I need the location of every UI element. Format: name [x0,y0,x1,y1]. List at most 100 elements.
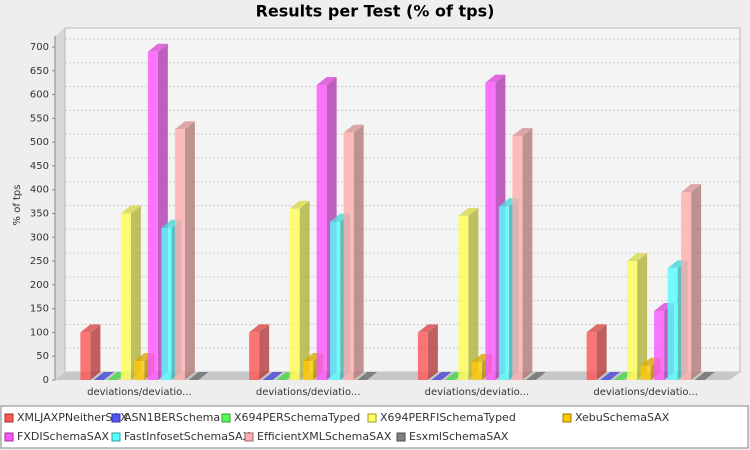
bar-top [431,372,452,380]
bar [262,372,283,380]
bar [417,324,438,380]
bar-front [654,311,665,380]
bar-front [417,332,428,380]
bar-top [174,121,195,130]
bar-front [343,132,354,380]
bar-front [586,332,597,380]
bar-top [316,77,337,86]
bar-top [485,74,506,83]
bar-side [299,200,310,380]
x-tick-label: deviations/deviatio... [87,387,192,398]
bar-front [249,332,260,380]
bar-front [627,261,638,380]
bar-top [343,124,364,133]
bar-side [522,127,533,380]
legend-swatch [396,432,406,442]
bar-side [184,121,195,380]
y-axis-label: % of tps [12,185,23,226]
y-tick-label: 550 [30,113,49,124]
legend-label: X694PERSchemaTyped [234,411,360,424]
bar-front [458,215,469,380]
bar-front [471,361,482,380]
y-tick-label: 250 [30,256,49,267]
floor [55,372,740,380]
bar-front [316,85,327,381]
bar-top [417,324,438,333]
bar-top [357,372,378,380]
y-tick-label: 50 [36,351,49,362]
legend-swatch [221,413,231,423]
bar [93,372,114,380]
bar-front [147,51,158,380]
bar-top [458,207,479,216]
bar-top [80,324,101,333]
bar [586,324,607,380]
bar-side [596,324,607,380]
side-wall [55,28,65,380]
y-tick-label: 200 [30,280,49,291]
legend [0,405,749,449]
bar-front [120,213,131,380]
y-tick-label: 0 [43,375,49,386]
bar [357,372,378,380]
legend-label: FXDISchemaSAX [17,430,110,443]
bar-front [667,268,678,380]
bar-side [427,324,438,380]
legend-label: XMLJAXPNeitherSAX [17,411,128,424]
y-tick-label: 350 [30,209,49,220]
legend-label: FastInfosetSchemaSAX [124,430,251,443]
bar-side [353,124,364,380]
y-tick-label: 700 [30,42,49,53]
bar [512,127,533,380]
legend-swatch [244,432,254,442]
bar [343,124,364,380]
bar [458,207,479,380]
legend-label: EfficientXMLSchemaSAX [257,430,392,443]
bar-top [681,184,702,193]
bar-top [627,253,648,262]
bar-front [161,227,172,380]
bar-front [303,360,314,380]
bar-top [600,372,621,380]
bar-side [468,207,479,380]
bar-side [90,324,101,380]
bar-top [249,324,270,333]
bar-front [681,192,692,380]
legend-label: EsxmlSchemaSAX [409,430,509,443]
y-tick-label: 100 [30,327,49,338]
legend-label: X694PERFISchemaTyped [380,411,516,424]
y-tick-label: 300 [30,232,49,243]
bar [525,372,546,380]
bar-side [130,205,141,380]
bar-front [80,332,91,380]
bar-side [259,324,270,380]
bar [80,324,101,380]
bar [600,372,621,380]
bar [174,121,195,380]
bar [627,253,648,380]
legend-swatch [4,413,14,423]
bar-front [330,221,341,380]
chart-title: Results per Test (% of tps) [256,2,495,21]
legend-swatch [111,413,121,423]
bar-side [691,184,702,380]
bar-front [512,135,523,380]
legend-swatch [562,413,572,423]
bar-front [134,360,145,380]
bar-top [147,43,168,52]
bar-top [525,372,546,380]
legend-label: XebuSchemaSAX [575,411,670,424]
bar-top [694,372,715,380]
bar-front [640,365,651,380]
x-tick-label: deviations/deviatio... [425,387,530,398]
y-tick-label: 450 [30,161,49,172]
bar [289,200,310,380]
y-tick-label: 500 [30,137,49,148]
y-tick-label: 650 [30,66,49,77]
legend-swatch [4,432,14,442]
y-tick-label: 600 [30,90,49,101]
bar-top [262,372,283,380]
bar [249,324,270,380]
bar-top [512,127,533,136]
